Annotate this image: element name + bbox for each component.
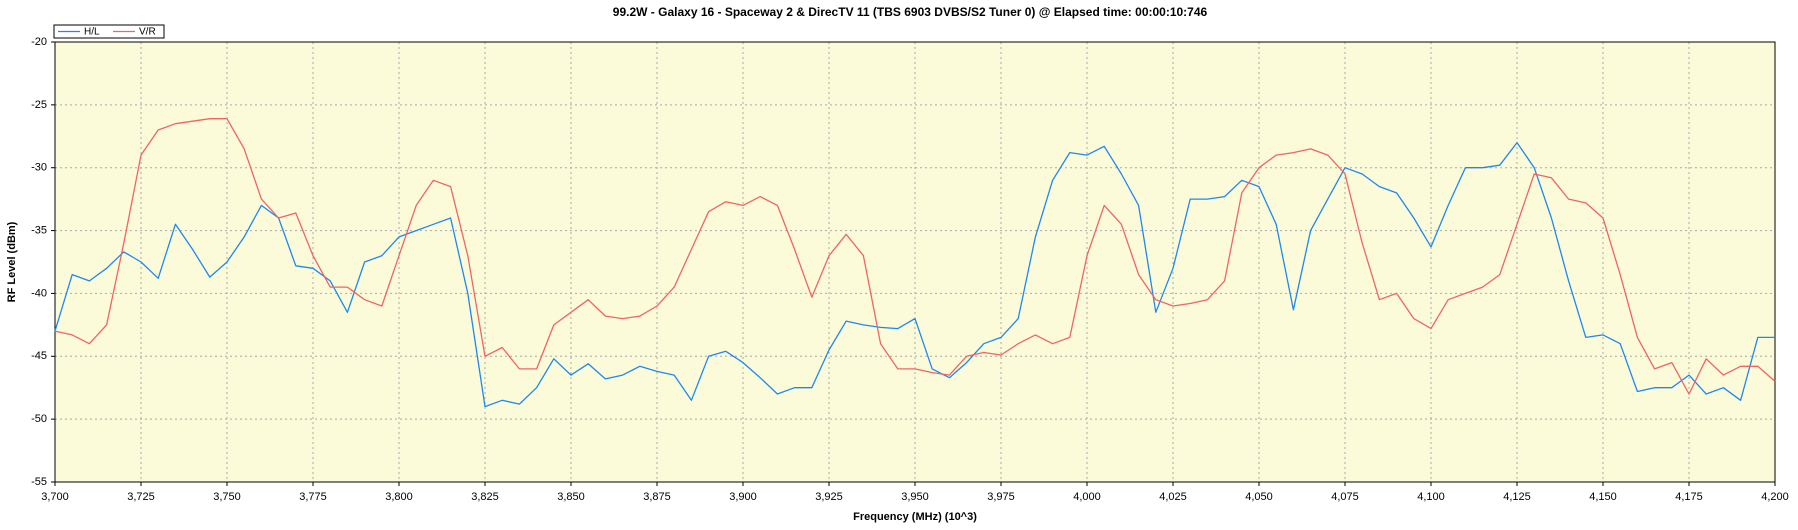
legend-box [53,24,165,39]
x-tick-label: 4,200 [1761,491,1789,503]
y-tick-label: -35 [31,224,47,236]
x-tick-label: 3,975 [987,491,1015,503]
legend-label: V/R [139,27,156,38]
x-tick-label: 3,875 [643,491,671,503]
x-tick-label: 3,700 [41,491,69,503]
x-tick-label: 4,025 [1159,491,1187,503]
y-tick-label: -50 [31,413,47,425]
x-tick-label: 4,100 [1417,491,1445,503]
x-tick-label: 3,925 [815,491,843,503]
x-tick-label: 3,725 [127,491,155,503]
x-tick-label: 4,050 [1245,491,1273,503]
y-tick-label: -20 [31,36,47,48]
x-tick-label: 3,850 [557,491,585,503]
x-tick-label: 3,750 [213,491,241,503]
x-axis-title: Frequency (MHz) (10^3) [853,511,977,523]
plot-frame [54,41,1776,483]
x-tick-label: 4,075 [1331,491,1359,503]
x-tick-label: 3,775 [299,491,327,503]
line-series [54,118,1776,395]
line-series [54,141,1775,408]
x-tick-label: 3,900 [729,491,757,503]
x-tick-label: 3,800 [385,491,413,503]
x-tick-label: 4,175 [1675,491,1703,503]
chart-title: 99.2W - Galaxy 16 - Spaceway 2 & DirecTV… [613,5,1208,19]
x-tick-label: 4,150 [1589,491,1617,503]
legend-label: H/L [84,27,100,38]
y-tick-label: -40 [31,287,47,299]
y-axis-title: RF Level (dBm) [6,221,18,302]
y-tick-label: -30 [31,162,47,174]
y-tick-label: -45 [31,350,47,362]
y-tick-label: -25 [31,99,47,111]
x-tick-label: 4,000 [1073,491,1101,503]
x-tick-label: 4,125 [1503,491,1531,503]
y-tick-label: -55 [31,476,47,488]
x-tick-label: 3,825 [471,491,499,503]
x-tick-label: 3,950 [901,491,929,503]
